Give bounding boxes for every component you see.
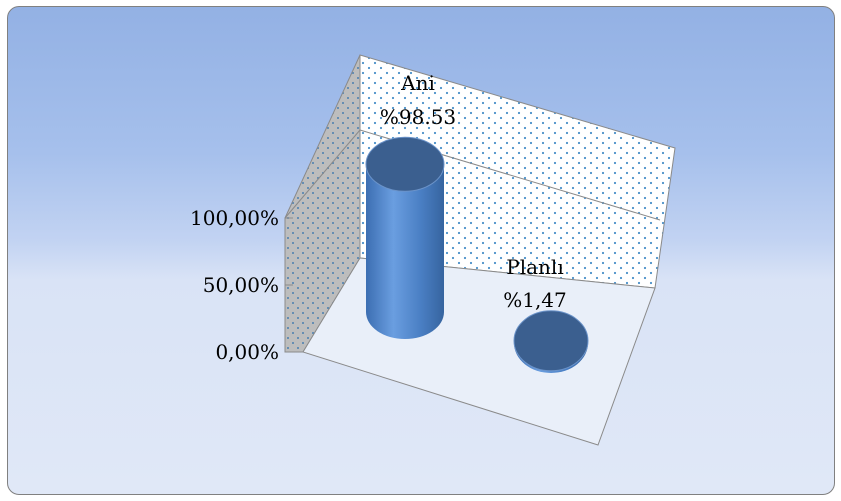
y-axis-ticks: 0,00% 50,00% 100,00% — [190, 206, 293, 364]
gridline-100-side — [284, 129, 361, 219]
value-label: %98.53 — [380, 105, 456, 129]
y-tick-label: 50,00% — [203, 273, 279, 297]
y-tick-label: 0,00% — [215, 340, 279, 364]
category-label: Planlı — [506, 255, 563, 279]
data-labels: Ani %98.53 Planlı %1,47 — [380, 71, 567, 312]
floor — [302, 257, 656, 446]
value-label: %1,47 — [503, 288, 567, 312]
bars — [365, 136, 589, 373]
category-label: Ani — [400, 71, 435, 95]
y-tick-label: 100,00% — [190, 206, 279, 230]
bar-1-body — [366, 164, 444, 339]
bar-2-top — [513, 310, 589, 372]
bar-1-top — [365, 136, 445, 192]
